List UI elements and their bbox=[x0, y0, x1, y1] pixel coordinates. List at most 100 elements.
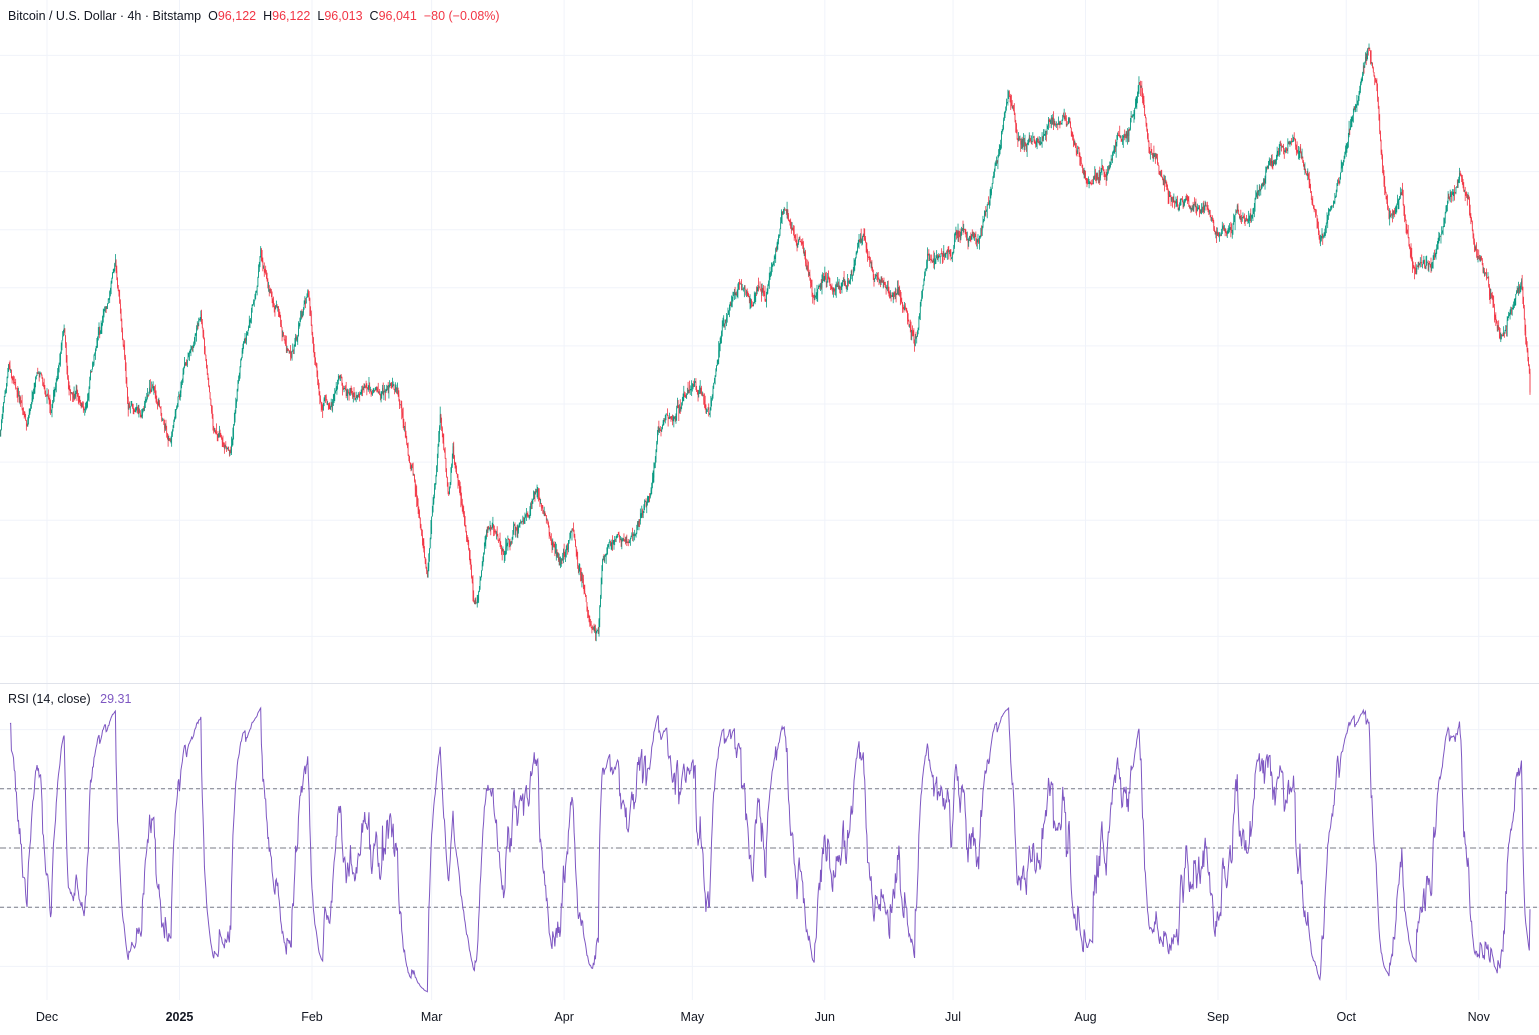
candle-body bbox=[1386, 193, 1387, 199]
candle-body bbox=[1224, 229, 1225, 230]
candle-body bbox=[25, 414, 26, 415]
candle-body bbox=[411, 467, 412, 468]
candle-body bbox=[1446, 208, 1447, 213]
candle-body bbox=[787, 209, 788, 215]
candle-body bbox=[1481, 258, 1482, 259]
candle-body bbox=[1518, 287, 1519, 291]
candle-body bbox=[1141, 86, 1142, 92]
candle-body bbox=[495, 532, 496, 533]
candle-body bbox=[1352, 116, 1353, 117]
candle-body bbox=[1495, 315, 1496, 317]
candle-body bbox=[1297, 150, 1298, 153]
candle-body bbox=[284, 336, 285, 340]
candle-body bbox=[1060, 123, 1061, 124]
candle-body bbox=[1513, 308, 1514, 309]
candle-body bbox=[406, 433, 407, 438]
candle-body bbox=[1077, 152, 1078, 153]
candle-body bbox=[1024, 138, 1025, 143]
candle-body bbox=[36, 376, 37, 377]
candle-body bbox=[1404, 205, 1405, 209]
candle-body bbox=[525, 517, 526, 519]
candle-body bbox=[767, 291, 768, 295]
candle-body bbox=[272, 293, 273, 298]
candle-body bbox=[1223, 227, 1224, 229]
candle-body bbox=[1221, 233, 1222, 236]
candle-body bbox=[1453, 192, 1454, 193]
candle-body bbox=[1512, 309, 1513, 311]
candle-body bbox=[892, 295, 893, 297]
candle-body bbox=[191, 346, 192, 349]
candle-body bbox=[400, 404, 401, 405]
candle-body bbox=[703, 395, 704, 400]
candle-body bbox=[161, 413, 162, 420]
candle-body bbox=[959, 235, 960, 236]
candle-body bbox=[11, 370, 12, 377]
candle-body bbox=[716, 370, 717, 376]
candle-body bbox=[621, 539, 622, 542]
candle-body bbox=[646, 501, 647, 506]
candle-body bbox=[544, 511, 545, 512]
symbol-title[interactable]: Bitcoin / U.S. Dollar · 4h · Bitstamp bbox=[8, 9, 201, 23]
candle-body bbox=[1305, 169, 1306, 170]
rsi-title[interactable]: RSI (14, close) bbox=[8, 692, 91, 706]
candle-body bbox=[149, 392, 150, 395]
candle-body bbox=[1284, 149, 1285, 152]
candle-body bbox=[763, 291, 764, 294]
candle-body bbox=[296, 337, 297, 339]
candle-body bbox=[1195, 204, 1196, 205]
candle-body bbox=[707, 410, 708, 411]
candle-body bbox=[245, 338, 246, 341]
candle-body bbox=[771, 270, 772, 273]
candle-body bbox=[1414, 266, 1415, 268]
candle-body bbox=[646, 503, 647, 506]
candle-body bbox=[952, 254, 953, 258]
candle-body bbox=[743, 288, 744, 289]
candle-body bbox=[561, 559, 562, 564]
candle-body bbox=[530, 504, 531, 510]
candle-body bbox=[186, 363, 187, 364]
candle-body bbox=[321, 402, 322, 406]
candle-body bbox=[536, 491, 537, 492]
candle-body bbox=[253, 302, 254, 305]
candle-body bbox=[1426, 265, 1427, 269]
candle-body bbox=[1189, 206, 1190, 209]
candle-body bbox=[718, 361, 719, 362]
candle-body bbox=[671, 418, 672, 419]
candle-body bbox=[877, 276, 878, 279]
candle-body bbox=[114, 264, 115, 269]
candle-body bbox=[461, 502, 462, 503]
candle-body bbox=[696, 382, 697, 388]
candle-body bbox=[820, 284, 821, 288]
candle-body bbox=[1263, 179, 1264, 185]
candle-body bbox=[1226, 232, 1227, 234]
candle-body bbox=[486, 530, 487, 537]
candle-body bbox=[940, 257, 941, 258]
candle-body bbox=[475, 601, 476, 603]
candle-body bbox=[1257, 191, 1258, 193]
high-value: 96,122 bbox=[272, 9, 310, 23]
candle-body bbox=[451, 466, 452, 473]
candle-body bbox=[1342, 166, 1343, 167]
candle-body bbox=[199, 320, 200, 321]
candle-body bbox=[872, 267, 873, 270]
candle-body bbox=[1302, 157, 1303, 162]
candle-body bbox=[825, 276, 826, 279]
candle-body bbox=[113, 272, 114, 273]
candle-body bbox=[947, 250, 948, 254]
candle-body bbox=[1131, 116, 1132, 122]
candle-body bbox=[1049, 120, 1050, 121]
candle-body bbox=[209, 386, 210, 392]
candle-body bbox=[1197, 209, 1198, 211]
candle-body bbox=[334, 393, 335, 395]
candle-body bbox=[1216, 232, 1217, 234]
candle-body bbox=[962, 229, 963, 230]
candle-body bbox=[760, 287, 761, 290]
candle-body bbox=[396, 388, 397, 389]
candle-body bbox=[1161, 174, 1162, 176]
candle-body bbox=[77, 393, 78, 397]
candle-body bbox=[1358, 98, 1359, 101]
candle-body bbox=[319, 388, 320, 395]
